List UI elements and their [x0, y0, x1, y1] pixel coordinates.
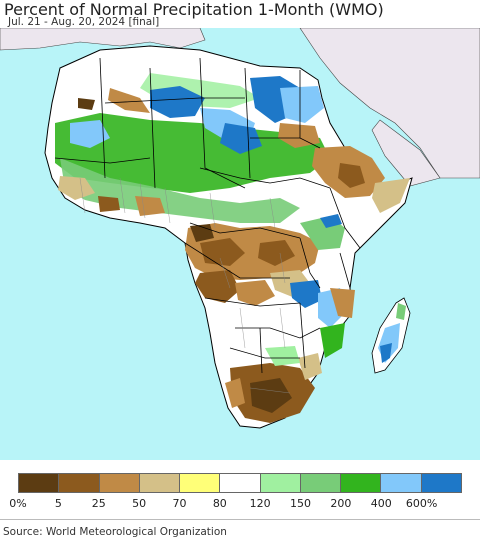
legend-swatch-9: [381, 474, 422, 492]
color-legend: [18, 473, 462, 493]
legend-tick-label: 50: [132, 497, 147, 510]
legend-swatch-8: [341, 474, 382, 492]
map-subtitle: Jul. 21 - Aug. 20, 2024 [final]: [8, 16, 160, 28]
legend-swatch-4: [180, 474, 221, 492]
source-credit: Source: World Meteorological Organizatio…: [3, 526, 227, 538]
legend-tick-label: 600%: [405, 497, 438, 510]
legend-swatch-0: [19, 474, 60, 492]
legend-swatch-2: [99, 474, 140, 492]
legend-swatch-6: [260, 474, 301, 492]
footer-divider: [0, 519, 480, 520]
legend-tick-label: 0%: [9, 497, 27, 510]
legend-tick-label: 5: [54, 497, 62, 510]
legend-tick-label: 120: [249, 497, 271, 510]
legend-tick-label: 400: [370, 497, 392, 510]
legend-tick-label: 25: [91, 497, 106, 510]
legend-swatch-7: [300, 474, 342, 492]
country-borders: [54, 57, 361, 374]
precipitation-map: [0, 28, 480, 460]
legend-tick-label: 150: [290, 497, 312, 510]
precipitation-fields: [55, 73, 410, 423]
legend-swatch-10: [421, 474, 461, 492]
legend-tick-label: 70: [172, 497, 187, 510]
legend-tick-label: 80: [212, 497, 227, 510]
legend-swatch-5: [220, 474, 261, 492]
surrounding-land: [0, 28, 480, 187]
legend-swatch-1: [59, 474, 100, 492]
map-title: Percent of Normal Precipitation 1-Month …: [4, 0, 384, 19]
legend-swatch-3: [139, 474, 181, 492]
africa-map-svg: [0, 28, 480, 429]
legend-tick-label: 200: [330, 497, 352, 510]
minor-borders: [79, 177, 291, 394]
